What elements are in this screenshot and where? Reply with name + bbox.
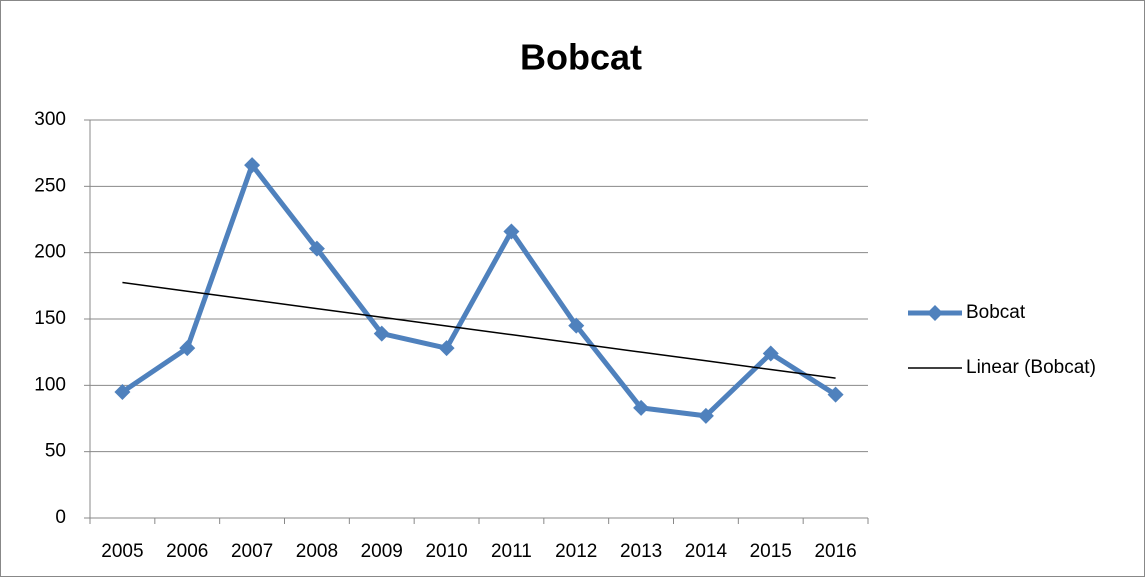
point-marker (373, 325, 390, 342)
legend-label: Bobcat (966, 302, 1026, 323)
chart-title: Bobcat (520, 37, 642, 78)
legend-label: Linear (Bobcat) (966, 357, 1096, 378)
point-marker (762, 345, 779, 362)
x-tick-label: 2014 (685, 541, 728, 562)
y-tick-label: 0 (55, 507, 66, 528)
series-line (121, 162, 837, 419)
x-tick-label: 2010 (425, 541, 467, 562)
legend-marker (927, 305, 943, 321)
point-marker (179, 340, 196, 357)
point-marker (503, 223, 520, 240)
point-marker (568, 317, 585, 334)
x-tick-label: 2011 (491, 541, 532, 562)
y-tick-label: 300 (34, 109, 66, 130)
x-tick-label: 2015 (750, 541, 792, 562)
y-tick-label: 50 (45, 441, 66, 462)
x-tick-label: 2005 (101, 541, 143, 562)
y-tick-label: 250 (34, 175, 66, 196)
point-marker (308, 240, 325, 257)
x-tick-label: 2013 (620, 541, 662, 562)
point-marker (827, 386, 844, 403)
x-tick-label: 2016 (814, 541, 856, 562)
point-marker (438, 340, 455, 357)
point-marker (697, 407, 714, 424)
point-marker (114, 383, 131, 400)
y-tick-label: 200 (34, 242, 66, 263)
series-line (122, 281, 836, 379)
point-marker (633, 399, 650, 416)
y-tick-label: 100 (34, 374, 66, 395)
x-tick-label: 2012 (555, 541, 597, 562)
x-tick-label: 2006 (166, 541, 208, 562)
x-tick-label: 2007 (231, 541, 273, 562)
x-tick-label: 2009 (361, 541, 403, 562)
y-tick-label: 150 (34, 308, 66, 329)
x-tick-label: 2008 (296, 541, 338, 562)
point-marker (244, 157, 261, 174)
